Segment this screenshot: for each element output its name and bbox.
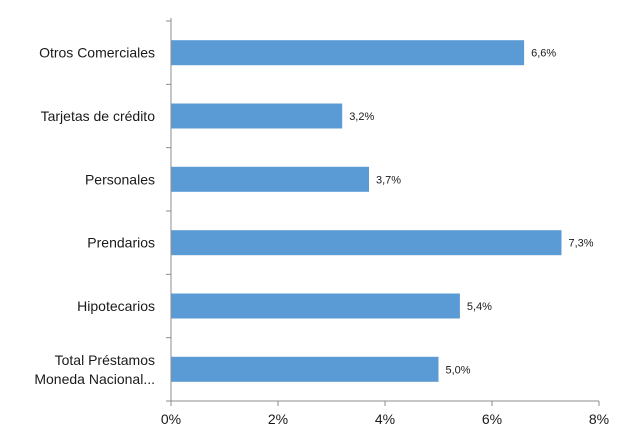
bar (171, 356, 439, 382)
category-label: Hipotecarios (77, 298, 155, 314)
category-label: Prendarios (87, 235, 155, 251)
value-label: 5,0% (446, 364, 471, 376)
axis-layer (166, 18, 600, 406)
category-label: Personales (85, 171, 155, 187)
value-label: 3,2% (349, 111, 374, 123)
value-label: 5,4% (467, 301, 492, 313)
x-tick-label: 4% (375, 411, 395, 427)
bar (171, 230, 562, 256)
value-label: 6,6% (531, 48, 556, 60)
x-tick-label: 6% (482, 411, 502, 427)
value-label: 7,3% (569, 238, 594, 250)
x-tick-label: 0% (161, 411, 181, 427)
category-label: Total Préstamos Moneda Nacional... (34, 352, 155, 387)
bars-layer (171, 40, 562, 382)
value-label: 3,7% (376, 174, 401, 186)
bar (171, 40, 525, 66)
x-tick-label: 8% (589, 411, 609, 427)
bar (171, 293, 460, 319)
bar (171, 166, 369, 192)
labels-layer: 6,6% Otros Comerciales 3,2% Tarjetas de cré… (34, 45, 609, 427)
x-tick-label: 2% (268, 411, 288, 427)
category-label: Tarjetas de crédito (41, 108, 156, 124)
category-label: Otros Comerciales (39, 45, 155, 61)
bar (171, 103, 343, 129)
